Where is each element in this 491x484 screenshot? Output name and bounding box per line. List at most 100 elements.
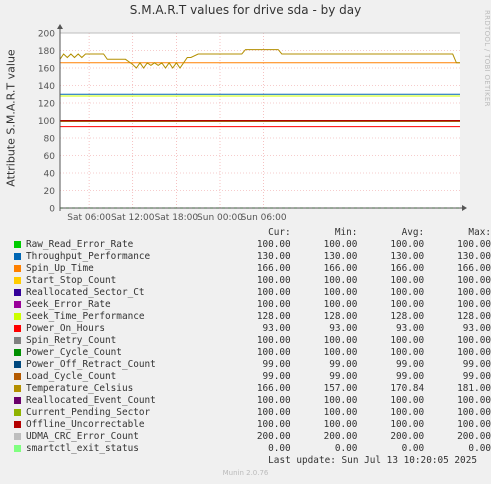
legend-min: 99.00	[329, 371, 358, 382]
legend-header-row: Cur: Min: Avg: Max:	[14, 227, 491, 239]
legend-max: 100.00	[457, 347, 491, 358]
legend-series-name: Reallocated_Event_Count	[26, 395, 156, 406]
legend-min: 100.00	[323, 347, 358, 358]
x-tick-label: Sun 06:00	[241, 213, 287, 223]
legend-max: 130.00	[457, 251, 491, 262]
legend-cur: 100.00	[256, 239, 291, 250]
legend-row: Spin_Up_Time 166.00 166.00 166.00 166.00	[14, 263, 491, 275]
legend-series-name: Seek_Time_Performance	[26, 311, 145, 322]
legend-avg: 100.00	[390, 299, 425, 310]
legend-max: 128.00	[457, 311, 491, 322]
legend-series-name: Power_Off_Retract_Count	[26, 359, 156, 370]
legend-min: 130.00	[323, 251, 358, 262]
legend-avg: 100.00	[390, 275, 425, 286]
legend-avg: 100.00	[390, 239, 425, 250]
legend-row: Start_Stop_Count 100.00 100.00 100.00 100.00	[14, 275, 491, 287]
legend-max: 100.00	[457, 407, 491, 418]
legend-cur: 128.00	[256, 311, 291, 322]
legend-max: 100.00	[457, 239, 491, 250]
legend-min: 200.00	[323, 431, 358, 442]
legend-cur: 166.00	[256, 383, 291, 394]
legend-min: 100.00	[323, 395, 358, 406]
legend-series-name: Throughput_Performance	[26, 251, 151, 262]
legend-row: Raw_Read_Error_Rate 100.00 100.00 100.00 100…	[14, 239, 491, 251]
legend-swatch	[14, 420, 21, 428]
legend-header-min: Min:	[334, 227, 358, 238]
legend-swatch	[14, 252, 21, 260]
legend-row: Reallocated_Sector_Ct 100.00 100.00 100.00 1…	[14, 287, 491, 299]
legend-avg: 93.00	[395, 323, 425, 334]
y-axis-arrow	[57, 24, 63, 29]
y-tick-label: 80	[44, 135, 56, 145]
legend-swatch	[14, 360, 21, 368]
legend-header-max: Max:	[468, 227, 491, 238]
legend-swatch	[14, 276, 21, 284]
series-line	[59, 49, 460, 69]
legend-min: 100.00	[323, 335, 358, 346]
legend-swatch	[14, 372, 21, 380]
legend-max: 93.00	[462, 323, 491, 334]
legend-swatch	[14, 240, 21, 248]
legend-max: 100.00	[457, 275, 491, 286]
legend-avg: 130.00	[390, 251, 425, 262]
legend-swatch	[14, 300, 21, 308]
legend-row: Current_Pending_Sector 100.00 100.00 100.00…	[14, 407, 491, 419]
legend-cur: 200.00	[256, 431, 291, 442]
legend-max: 0.00	[468, 443, 491, 454]
y-tick-label: 160	[38, 65, 55, 75]
legend-series-name: Load_Cycle_Count	[26, 371, 117, 382]
legend-cur: 100.00	[256, 299, 291, 310]
x-tick-label: Sun 00:00	[197, 213, 243, 223]
legend-swatch	[14, 324, 21, 332]
legend-max: 99.00	[462, 371, 491, 382]
legend-series-name: Spin_Retry_Count	[26, 335, 117, 346]
legend-cur: 0.00	[268, 443, 291, 454]
legend-swatch	[14, 444, 21, 452]
legend-swatch	[14, 264, 21, 272]
legend-swatch	[14, 348, 21, 356]
legend-max: 181.00	[457, 383, 491, 394]
legend-row: smartctl_exit_status 0.00 0.00 0.00 0.00	[14, 443, 491, 455]
legend-series-name: Power_On_Hours	[26, 323, 106, 334]
x-tick-label: Sat 12:00	[111, 213, 155, 223]
legend-swatch	[14, 288, 21, 296]
legend-cur: 100.00	[256, 407, 291, 418]
legend-series-name: Raw_Read_Error_Rate	[26, 239, 134, 250]
legend-cur: 100.00	[256, 395, 291, 406]
legend-min: 100.00	[323, 299, 358, 310]
legend-min: 100.00	[323, 407, 358, 418]
legend-min: 157.00	[323, 383, 358, 394]
legend-series-name: smartctl_exit_status	[26, 443, 139, 454]
legend-avg: 99.00	[395, 359, 425, 370]
legend-avg: 166.00	[390, 263, 425, 274]
legend-min: 100.00	[323, 275, 358, 286]
legend-max: 100.00	[457, 419, 491, 430]
legend-avg: 100.00	[390, 287, 425, 298]
munin-version: Munin 2.0.76	[222, 469, 269, 477]
legend-min: 100.00	[323, 239, 358, 250]
legend-cur: 99.00	[262, 371, 291, 382]
legend-max: 99.00	[462, 359, 491, 370]
y-tick-label: 100	[38, 117, 55, 127]
legend-swatch	[14, 432, 21, 440]
legend-swatch	[14, 408, 21, 416]
legend-row: Throughput_Performance 130.00 130.00 130.00…	[14, 251, 491, 263]
legend-series-name: Reallocated_Sector_Ct	[26, 287, 145, 298]
legend-series-name: Offline_Uncorrectable	[26, 419, 145, 430]
x-tick-label: Sat 06:00	[67, 213, 111, 223]
legend-min: 99.00	[329, 359, 358, 370]
legend-avg: 128.00	[390, 311, 425, 322]
legend-swatch	[14, 396, 21, 404]
legend-avg: 100.00	[390, 407, 425, 418]
legend-min: 100.00	[323, 287, 358, 298]
legend-max: 100.00	[457, 299, 491, 310]
legend-row: Power_Cycle_Count 100.00 100.00 100.00 100.0…	[14, 347, 491, 359]
legend-avg: 99.00	[395, 371, 425, 382]
legend-header-cur: Cur:	[268, 227, 291, 238]
y-tick-label: 140	[38, 82, 55, 92]
y-tick-label: 180	[38, 47, 55, 57]
legend-series-name: Current_Pending_Sector	[26, 407, 151, 418]
legend-cur: 100.00	[256, 335, 291, 346]
legend-row: Spin_Retry_Count 100.00 100.00 100.00 100.00	[14, 335, 491, 347]
